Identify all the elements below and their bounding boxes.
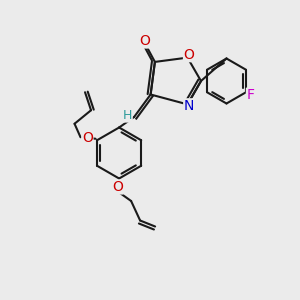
Text: F: F xyxy=(247,88,254,102)
Text: O: O xyxy=(82,131,93,145)
Text: O: O xyxy=(139,34,150,48)
Text: O: O xyxy=(112,180,123,194)
Text: N: N xyxy=(184,99,194,113)
Text: O: O xyxy=(184,48,194,62)
Text: H: H xyxy=(123,109,132,122)
